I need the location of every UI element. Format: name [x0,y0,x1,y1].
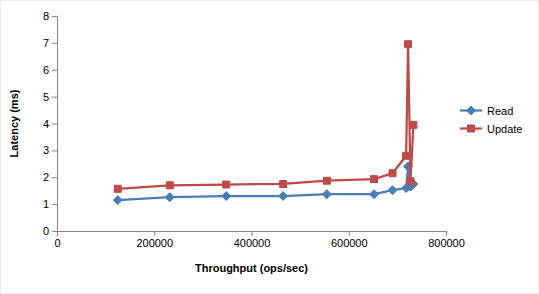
point [165,193,174,202]
legend-marker [468,125,475,132]
background [0,0,539,294]
tick-mark [52,43,57,44]
tick-label: 8 [43,10,49,22]
point [114,185,121,192]
tick-label: 600000 [331,237,368,249]
tick-label: 4 [43,118,49,130]
tick-label: 0 [54,237,60,249]
point [388,186,397,195]
tick: 400000 [234,231,271,249]
tick-label: 800000 [428,237,465,249]
tick: 600000 [331,231,368,249]
point [371,176,378,183]
point [403,152,410,159]
point [223,181,230,188]
point [166,182,173,189]
tick-mark [52,16,57,17]
point [407,178,414,185]
series-line [118,44,414,189]
tick-label: 2 [43,171,49,183]
tick: 800000 [428,231,465,249]
tick: 3 [43,144,57,156]
legend: Read Update [460,105,522,135]
tick-mark [52,97,57,98]
tick: 200000 [136,231,173,249]
tick-label: 0 [43,225,49,237]
tick-label: 400000 [234,237,271,249]
tick-mark [52,204,57,205]
legend-entry: Update [460,123,522,135]
y-axis: 0 1 2 3 4 5 6 7 8 [43,10,58,237]
legend-label: Read [487,105,513,117]
legend-label: Update [487,123,522,135]
tick-label: 6 [43,64,49,76]
tick-mark [52,231,57,232]
point [389,170,396,177]
tick: 5 [43,91,57,103]
tick-mark [52,150,57,151]
point [322,190,331,199]
tick-mark [446,231,447,236]
tick-mark [52,177,57,178]
plot-area [113,41,418,205]
point [405,41,412,48]
tick: 2 [43,171,57,183]
tick-mark [52,124,57,125]
tick-label: 5 [43,91,49,103]
legend-entry: Read [460,105,513,117]
tick-mark [52,70,57,71]
tick-mark [154,231,155,236]
axis-line [52,17,58,232]
point [113,196,122,205]
tick: 4 [43,118,57,130]
tick-label: 7 [43,37,49,49]
point [279,192,288,201]
point [323,177,330,184]
legend-marker [467,106,476,115]
tick: 1 [43,198,57,210]
tick-label: 3 [43,144,49,156]
point [410,121,417,128]
point [370,190,379,199]
tick-label: 200000 [136,237,173,249]
tick-label: 1 [43,198,49,210]
tick: 7 [43,37,57,49]
tick: 6 [43,64,57,76]
x-axis: 0 200000 400000 600000 800000 [54,231,464,249]
x-axis-title: Throughput (ops/sec) [195,262,308,274]
point [280,180,287,187]
point [222,192,231,201]
axis-line [58,232,447,237]
tick: 0 [43,225,57,237]
tick: 0 [54,231,60,249]
tick: 8 [43,10,57,22]
tick-mark [349,231,350,236]
y-axis-title: Latency (ms) [8,89,20,157]
tick-mark [252,231,253,236]
